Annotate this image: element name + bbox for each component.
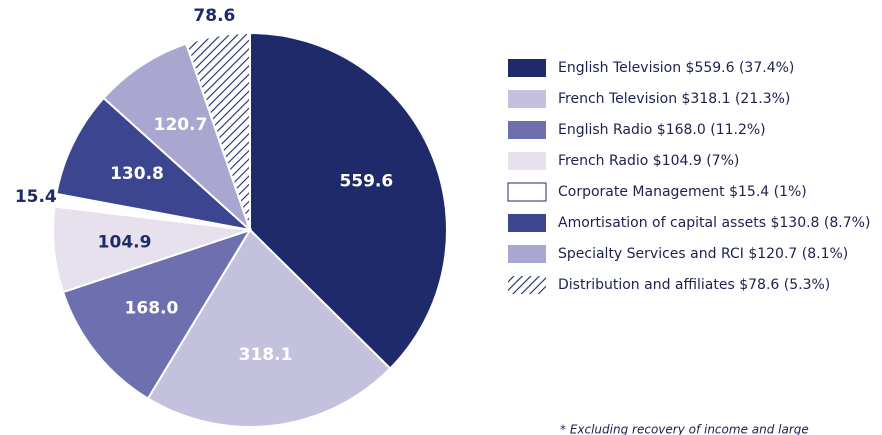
slice-label: 78.6 [193,6,235,26]
pie-slice [249,31,448,370]
legend-label: French Radio $104.9 (7%) [558,153,739,169]
legend-label: French Television $318.1 (21.3%) [558,91,790,107]
slice-label: 15.4 [15,187,57,207]
slice-label: 559.6 [339,171,393,191]
legend-swatch [508,59,546,77]
slice-label: 130.8 [110,164,164,184]
slice-label: 104.9 [98,233,152,253]
legend-swatch [508,214,546,232]
legend-swatch [508,276,546,294]
legend-label: English Television $559.6 (37.4%) [558,60,794,76]
pie-slice [146,228,392,428]
slice-label: 318.1 [239,345,293,365]
legend-label: Specialty Services and RCI $120.7 (8.1%) [558,246,848,262]
legend-swatch [508,152,546,170]
pie-slice [55,96,254,232]
legend-swatch [508,245,546,263]
legend-label: Corporate Management $15.4 (1%) [558,184,807,200]
pie-slice [61,228,253,400]
legend-swatch [508,90,546,108]
legend-label: Distribution and affiliates $78.6 (5.3%) [558,277,830,293]
legend-label: Amortisation of capital assets $130.8 (8… [558,215,870,231]
slice-label: 120.7 [154,115,208,135]
legend-label: English Radio $168.0 (11.2%) [558,122,766,138]
legend-swatch [507,182,547,202]
slice-label: 168.0 [125,299,179,319]
pie-slice [184,31,251,231]
pie-slice [102,42,253,234]
legend-swatch [508,121,546,139]
footnote: * Excluding recovery of income and large [560,423,809,435]
